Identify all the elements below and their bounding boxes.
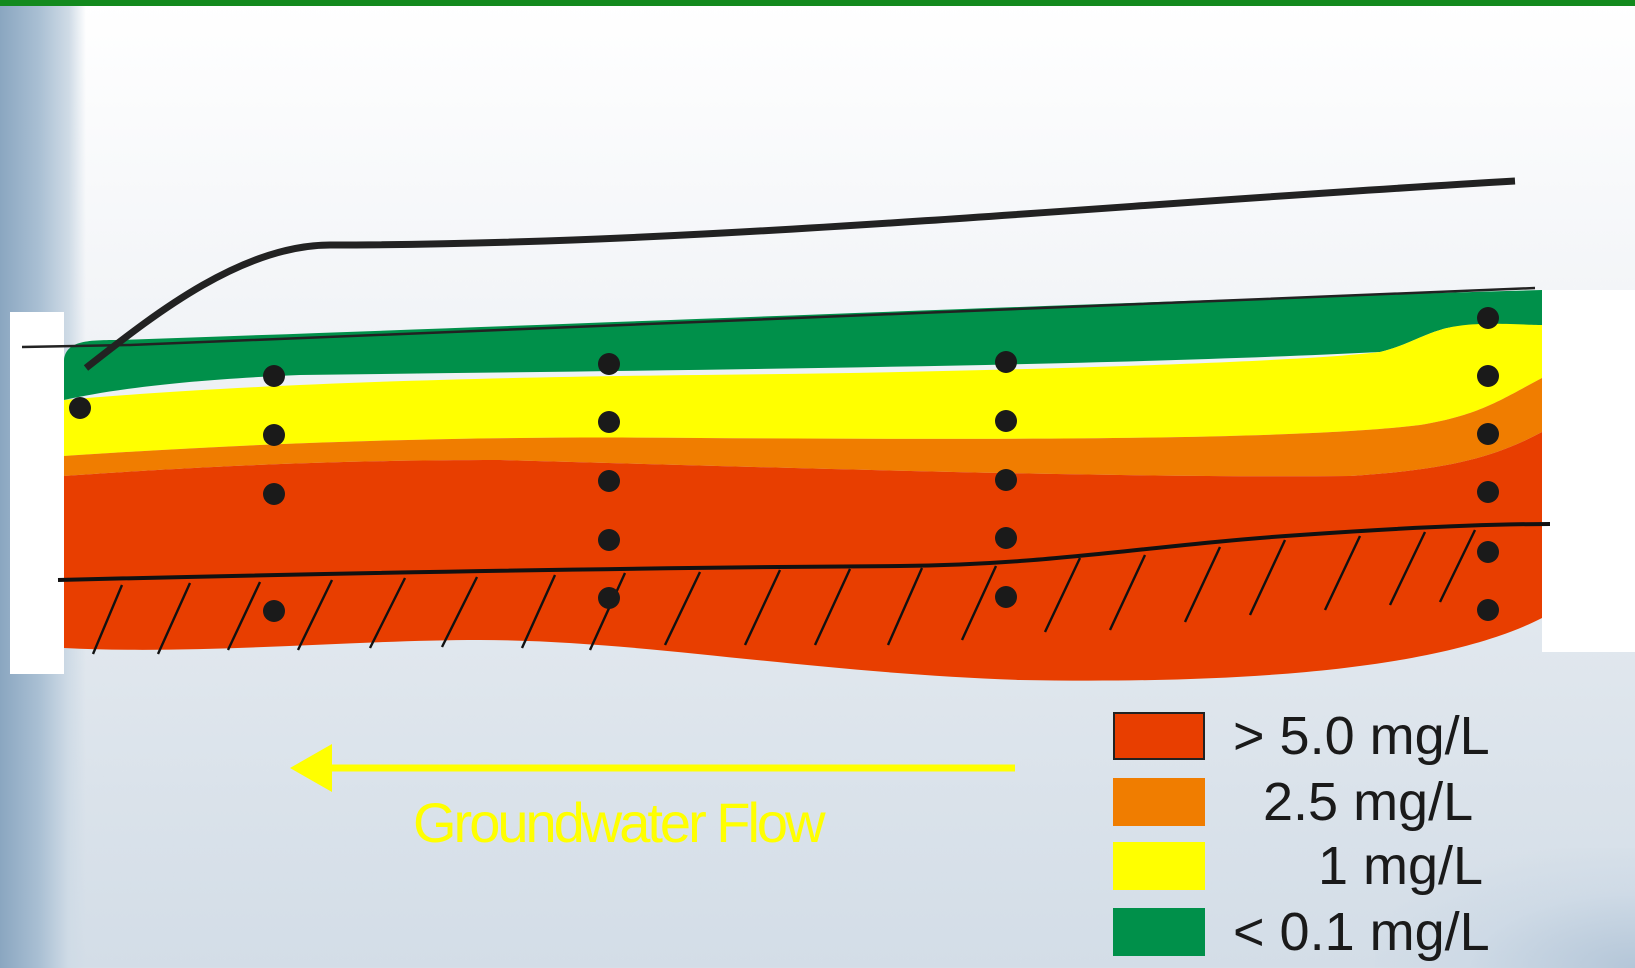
sample-point bbox=[69, 397, 91, 419]
plume-mid-zone bbox=[64, 378, 1542, 477]
sample-point bbox=[263, 424, 285, 446]
legend-row-high: > 5.0 mg/L bbox=[1113, 706, 1533, 766]
background-shade bbox=[1375, 848, 1635, 968]
right-boundary-panel bbox=[1542, 290, 1635, 652]
water-table-line bbox=[21, 286, 1536, 349]
sample-point bbox=[1477, 481, 1499, 503]
left-boundary-panel bbox=[10, 312, 64, 674]
sample-point bbox=[995, 586, 1017, 608]
plume-trace-zone bbox=[64, 290, 1542, 400]
legend-label-trace: < 0.1 mg/L bbox=[1233, 902, 1490, 962]
legend-swatch-mid bbox=[1113, 778, 1205, 826]
confining-layer-hatching bbox=[91, 529, 1477, 655]
legend-label-high: > 5.0 mg/L bbox=[1233, 706, 1490, 766]
legend-swatch-trace bbox=[1113, 908, 1205, 956]
sample-point bbox=[263, 600, 285, 622]
legend-label-low: 1 mg/L bbox=[1318, 836, 1484, 896]
sample-point bbox=[995, 351, 1017, 373]
sample-point bbox=[995, 527, 1017, 549]
plume-low-zone bbox=[64, 323, 1542, 456]
groundwater-flow-arrow bbox=[290, 744, 1015, 792]
legend-swatch-high bbox=[1113, 712, 1205, 760]
sample-point bbox=[263, 483, 285, 505]
sample-point bbox=[598, 529, 620, 551]
sample-point bbox=[1477, 307, 1499, 329]
legend-row-mid: 2.5 mg/L bbox=[1113, 772, 1533, 832]
sample-point bbox=[598, 353, 620, 375]
ground-surface-line bbox=[83, 177, 1516, 371]
sample-point bbox=[1477, 541, 1499, 563]
legend-row-low: 1 mg/L bbox=[1113, 836, 1533, 896]
sample-point bbox=[1477, 365, 1499, 387]
sample-point bbox=[263, 365, 285, 387]
sample-point bbox=[995, 410, 1017, 432]
sample-point bbox=[1477, 423, 1499, 445]
groundwater-flow-label: Groundwater Flow bbox=[413, 791, 826, 854]
sample-point bbox=[1477, 599, 1499, 621]
legend-swatch-low bbox=[1113, 842, 1205, 890]
slide-header-bar bbox=[0, 0, 1635, 6]
sample-point bbox=[598, 470, 620, 492]
sample-point bbox=[598, 587, 620, 609]
plume-high-zone bbox=[64, 432, 1542, 681]
legend-row-trace: < 0.1 mg/L bbox=[1113, 902, 1533, 962]
sample-point bbox=[995, 469, 1017, 491]
confining-layer-line bbox=[57, 522, 1551, 582]
sample-points bbox=[69, 307, 1499, 622]
sample-point bbox=[598, 411, 620, 433]
legend-label-mid: 2.5 mg/L bbox=[1263, 772, 1474, 832]
